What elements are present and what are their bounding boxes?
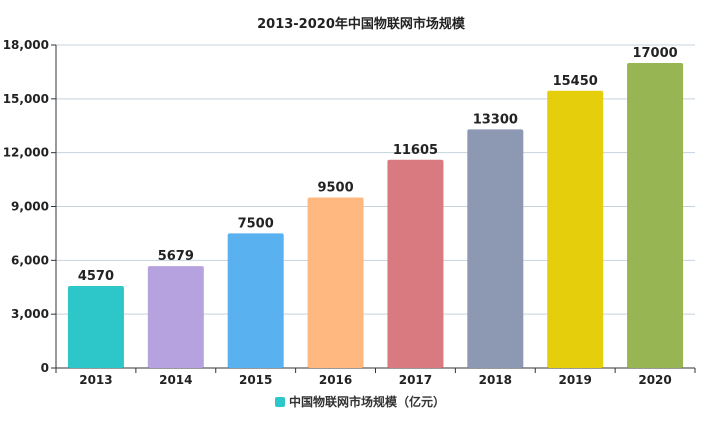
legend[interactable]: 中国物联网市场规模（亿元） <box>275 394 445 409</box>
bar-2017[interactable] <box>387 159 444 368</box>
y-tick-label: 15,000 <box>3 92 49 106</box>
y-tick-label: 9,000 <box>11 200 49 214</box>
y-axis: 0 3,000 6,000 9,000 12,000 15,000 18,000 <box>3 38 57 375</box>
legend-label: 中国物联网市场规模（亿元） <box>289 394 445 409</box>
bar-value-label: 4570 <box>78 269 114 284</box>
bar-value-label: 5679 <box>158 249 194 264</box>
y-tick-label: 18,000 <box>3 38 49 52</box>
x-tick-label: 2016 <box>319 373 352 387</box>
bar-value-label: 9500 <box>317 181 353 196</box>
x-tick-label: 2018 <box>479 373 512 387</box>
x-tick-label: 2014 <box>159 373 192 387</box>
bar-2018[interactable] <box>467 129 524 368</box>
x-tick-label: 2019 <box>558 373 591 387</box>
chart-title: 2013-2020年中国物联网市场规模 <box>257 16 466 32</box>
bar-2015[interactable] <box>227 233 284 368</box>
bars <box>67 62 684 368</box>
bar-2016[interactable] <box>307 197 364 368</box>
x-tick-label: 2020 <box>638 373 671 387</box>
bar-2020[interactable] <box>627 62 684 368</box>
value-labels: 4570 5679 7500 9500 11605 13300 15450 17000 <box>78 46 678 284</box>
bar-2014[interactable] <box>147 266 204 368</box>
bar-value-label: 15450 <box>553 74 598 89</box>
x-axis: 2013 2014 2015 2016 2017 2018 2019 2020 <box>55 367 696 387</box>
bar-value-label: 11605 <box>393 143 438 158</box>
y-tick-label: 0 <box>41 361 49 375</box>
bar-value-label: 7500 <box>238 216 274 231</box>
y-tick-label: 6,000 <box>11 253 49 267</box>
bar-2013[interactable] <box>67 285 124 368</box>
legend-swatch <box>275 397 285 407</box>
y-tick-label: 3,000 <box>11 307 49 321</box>
y-tick-label: 12,000 <box>3 146 49 160</box>
x-tick-label: 2017 <box>399 373 432 387</box>
bar-value-label: 13300 <box>473 112 518 127</box>
x-tick-label: 2015 <box>239 373 272 387</box>
bar-value-label: 17000 <box>632 46 677 61</box>
bar-2019[interactable] <box>547 90 604 368</box>
x-tick-label: 2013 <box>79 373 112 387</box>
